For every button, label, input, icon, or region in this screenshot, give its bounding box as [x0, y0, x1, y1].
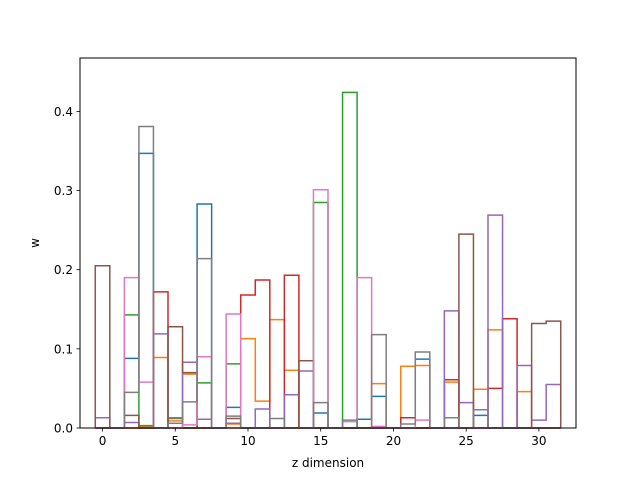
x-axis: 0 5 10 15 20 25 30 — [99, 428, 547, 448]
y-tick-label-3: 0.3 — [54, 184, 73, 198]
x-tick-label-30: 30 — [531, 434, 546, 448]
y-tick-label-2: 0.2 — [54, 263, 73, 277]
y-axis: 0.0 0.1 0.2 0.3 0.4 — [54, 105, 80, 436]
x-axis-label: z dimension — [292, 456, 364, 470]
x-tick-label-25: 25 — [459, 434, 474, 448]
x-tick-label-0: 0 — [99, 434, 107, 448]
x-tick-label-20: 20 — [386, 434, 401, 448]
y-tick-label-1: 0.1 — [54, 342, 73, 356]
x-tick-label-15: 15 — [313, 434, 328, 448]
y-axis-label: w — [28, 238, 42, 248]
x-tick-label-10: 10 — [240, 434, 255, 448]
series-7-step-line — [95, 125, 561, 429]
x-tick-label-5: 5 — [171, 434, 179, 448]
plot-frame — [79, 57, 577, 429]
y-tick-label-4: 0.4 — [54, 105, 73, 119]
y-tick-label-0: 0.0 — [54, 422, 73, 436]
